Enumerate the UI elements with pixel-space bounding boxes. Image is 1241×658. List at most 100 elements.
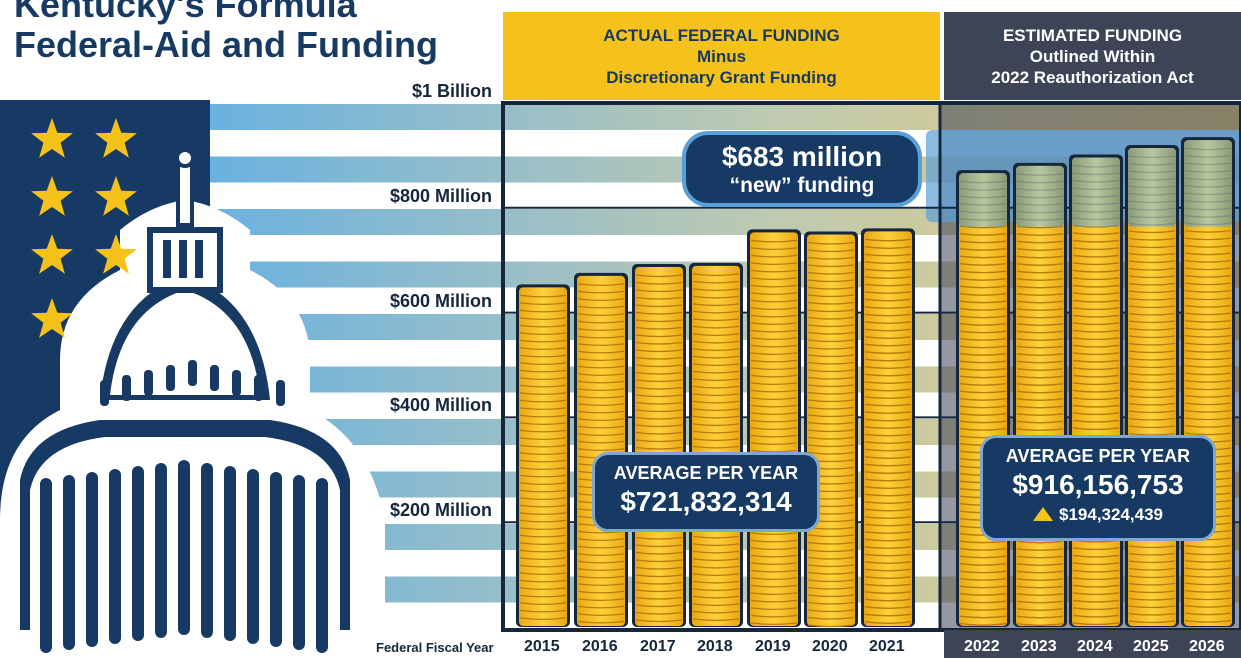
coin-edge bbox=[864, 523, 912, 527]
coin-edge bbox=[1072, 374, 1120, 378]
coin-edge bbox=[635, 439, 683, 443]
coin-edge bbox=[750, 562, 798, 566]
coin-edge bbox=[864, 621, 912, 624]
coin-edge bbox=[750, 367, 798, 371]
bar bbox=[747, 229, 801, 627]
coin-edge bbox=[1072, 359, 1120, 363]
coin-edge bbox=[1184, 245, 1232, 248]
dome bbox=[110, 290, 260, 395]
coin-edge bbox=[807, 264, 855, 268]
average-estimated-value: $916,156,753 bbox=[1012, 469, 1184, 500]
coin-edge bbox=[1072, 592, 1120, 596]
coin-edge bbox=[577, 440, 625, 444]
coin-edge bbox=[864, 388, 912, 392]
base-column bbox=[316, 478, 328, 653]
coin-edge bbox=[807, 399, 855, 403]
coin-edge bbox=[519, 534, 567, 538]
coin-edge bbox=[864, 583, 912, 587]
coin-edge bbox=[1072, 569, 1120, 573]
coin-edge bbox=[692, 378, 740, 382]
coin-edge bbox=[577, 328, 625, 332]
coin-edge bbox=[864, 351, 912, 354]
y-tick-label: $400 Million bbox=[389, 395, 492, 416]
coin-edge bbox=[1072, 299, 1120, 303]
base-column bbox=[293, 475, 305, 650]
coin-edge bbox=[635, 326, 683, 330]
estimated-header-line-2: Outlined Within bbox=[1029, 46, 1156, 66]
coin-edge bbox=[1072, 367, 1120, 371]
coin-edge bbox=[1184, 312, 1232, 316]
coin-edge bbox=[519, 362, 567, 366]
coin-edge bbox=[635, 394, 683, 398]
coin-edge bbox=[750, 434, 798, 438]
coin-edge bbox=[959, 345, 1007, 349]
coin-edge bbox=[519, 542, 567, 546]
coin-edge bbox=[750, 599, 798, 603]
coin-edge bbox=[864, 411, 912, 414]
coin-edge bbox=[1016, 360, 1064, 364]
coin-edge bbox=[1128, 275, 1176, 279]
coin-edge bbox=[1016, 540, 1064, 544]
coin-edge bbox=[959, 570, 1007, 574]
coin-edge bbox=[1072, 412, 1120, 416]
base-column bbox=[40, 478, 52, 653]
coin-edge bbox=[635, 371, 683, 375]
coin-edge bbox=[692, 355, 740, 359]
coin-edge bbox=[635, 589, 683, 593]
coin-edge bbox=[864, 463, 912, 467]
coin-edge bbox=[692, 588, 740, 592]
coin-edge bbox=[959, 615, 1007, 619]
coin-edge bbox=[807, 316, 855, 320]
coin-edge bbox=[750, 569, 798, 573]
coin-edge bbox=[864, 591, 912, 594]
coin-edge bbox=[577, 350, 625, 354]
actual-funding-header: ACTUAL FEDERAL FUNDING Minus Discretiona… bbox=[503, 12, 940, 100]
average-estimated-box: AVERAGE PER YEAR $916,156,753 $194,324,4… bbox=[980, 435, 1216, 541]
coin-edge bbox=[1016, 240, 1064, 244]
coin-edge bbox=[959, 300, 1007, 304]
x-tick-label: 2024 bbox=[1077, 638, 1113, 655]
coin-edge bbox=[1016, 368, 1064, 371]
coin-edge bbox=[1184, 237, 1232, 241]
coin-edge bbox=[1128, 267, 1176, 271]
coin-edge bbox=[1016, 600, 1064, 604]
x-tick-label: 2016 bbox=[582, 638, 618, 655]
average-actual-value: $721,832,314 bbox=[620, 486, 792, 517]
coin-edge bbox=[1184, 605, 1232, 608]
coin-edge bbox=[807, 286, 855, 290]
coin-edge bbox=[577, 373, 625, 377]
coin-edge bbox=[519, 557, 567, 561]
coin-edge bbox=[864, 276, 912, 279]
coin-edge bbox=[807, 271, 855, 275]
coin-edge bbox=[959, 578, 1007, 581]
coin-edge bbox=[1016, 555, 1064, 559]
coin-edge bbox=[959, 285, 1007, 289]
x-tick-label: 2022 bbox=[964, 638, 1000, 655]
coin-edge bbox=[1128, 357, 1176, 361]
coin-edge bbox=[577, 613, 625, 617]
coin-edge bbox=[807, 586, 855, 590]
coin-edge bbox=[864, 598, 912, 602]
coin-edge bbox=[864, 358, 912, 362]
coin-edge bbox=[1128, 590, 1176, 594]
base-column bbox=[247, 469, 259, 644]
coin-edge bbox=[864, 261, 912, 264]
coin-edge bbox=[864, 306, 912, 309]
x-tick-label: 2023 bbox=[1021, 638, 1057, 655]
coin-edge bbox=[959, 390, 1007, 394]
coin-edge bbox=[1184, 260, 1232, 263]
base-column bbox=[155, 463, 167, 638]
coin-edge bbox=[750, 247, 798, 251]
coin-edge bbox=[864, 456, 912, 459]
x-tick-label: 2015 bbox=[524, 638, 560, 655]
coin-edge bbox=[1128, 252, 1176, 256]
coin-edge bbox=[750, 577, 798, 581]
coin-edge bbox=[807, 249, 855, 253]
coin-edge bbox=[864, 238, 912, 242]
coin-edge bbox=[1184, 365, 1232, 368]
coin-edge bbox=[1128, 417, 1176, 421]
coin-edge bbox=[635, 281, 683, 285]
coin-edge bbox=[1016, 623, 1064, 626]
coin-edge bbox=[577, 553, 625, 557]
coin-edge bbox=[864, 531, 912, 534]
